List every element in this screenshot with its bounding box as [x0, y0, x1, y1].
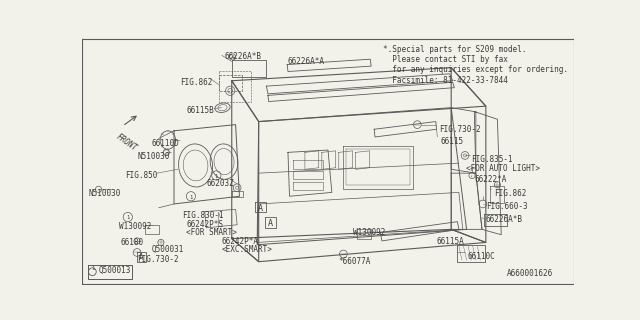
Text: FIG.862: FIG.862 [494, 189, 527, 198]
Text: W130092: W130092 [353, 228, 386, 237]
Text: FIG.862: FIG.862 [180, 78, 212, 87]
Text: 66203Z: 66203Z [206, 179, 234, 188]
Text: W130092: W130092 [118, 222, 151, 231]
Text: 66226A*B: 66226A*B [224, 52, 261, 61]
Text: 1: 1 [189, 195, 193, 200]
Text: A: A [258, 204, 263, 213]
Text: N510030: N510030 [137, 152, 170, 161]
Text: A: A [140, 253, 144, 262]
Text: Q500013: Q500013 [99, 266, 131, 275]
Text: FIG.660-3: FIG.660-3 [486, 203, 528, 212]
Text: FRONT: FRONT [115, 132, 139, 153]
Text: 66110C: 66110C [467, 252, 495, 261]
Text: N510030: N510030 [88, 189, 121, 198]
Text: 1: 1 [215, 174, 218, 179]
Text: *66077A: *66077A [338, 257, 371, 266]
Text: 66242P*A: 66242P*A [221, 237, 259, 246]
Text: <FOR SMART>: <FOR SMART> [186, 228, 237, 237]
Text: 66115A: 66115A [436, 237, 465, 246]
Text: 66115: 66115 [440, 137, 463, 146]
Text: 66222*A: 66222*A [474, 175, 507, 184]
Text: 66226A*A: 66226A*A [287, 57, 324, 66]
Text: FIG.835-1: FIG.835-1 [471, 156, 513, 164]
Text: A: A [268, 219, 273, 228]
Text: 66115B: 66115B [186, 106, 214, 115]
Text: 66226A*B: 66226A*B [485, 215, 522, 225]
Text: Q500031: Q500031 [152, 245, 184, 254]
Text: *.Special parts for S209 model.
  Please contact STI by fax
  for any inquiries : *.Special parts for S209 model. Please c… [383, 44, 568, 85]
Text: 66110D: 66110D [152, 139, 179, 148]
Text: FIG.730-2: FIG.730-2 [439, 124, 481, 134]
Text: FIG.850: FIG.850 [125, 171, 158, 180]
Text: FIG.830-1: FIG.830-1 [182, 211, 223, 220]
Text: 66242P*S: 66242P*S [186, 220, 223, 229]
Text: 1: 1 [92, 266, 95, 270]
Text: <EXC.SMART>: <EXC.SMART> [221, 245, 273, 254]
Text: FIG.730-2: FIG.730-2 [137, 255, 179, 264]
Text: 1: 1 [126, 215, 129, 220]
Text: 66180: 66180 [120, 238, 143, 247]
Text: <FOR AUTO LIGHT>: <FOR AUTO LIGHT> [466, 164, 540, 173]
Text: A660001626: A660001626 [507, 269, 553, 278]
